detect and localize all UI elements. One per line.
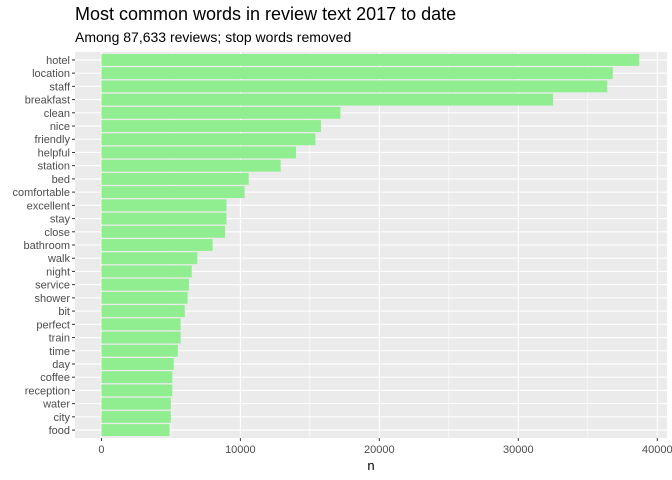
y-tick-label: walk (47, 253, 71, 265)
x-axis: 0 10000 20000 30000 40000 (98, 438, 672, 456)
bar-shower (101, 291, 188, 304)
bar-reception (101, 384, 173, 397)
bar-bathroom (101, 239, 213, 251)
bar-bed (101, 172, 249, 185)
chart-title: Most common words in review text 2017 to… (75, 4, 457, 24)
bar-nice (101, 120, 321, 132)
bar-hotel (101, 53, 640, 66)
bar-breakfast (101, 93, 554, 106)
bar-stay (101, 212, 227, 225)
bar-water (101, 397, 171, 410)
bar-night (101, 265, 192, 278)
y-tick-label: stay (50, 214, 71, 226)
x-axis-title: n (367, 458, 374, 473)
bar-location (101, 67, 613, 80)
bar-train (101, 331, 181, 344)
y-tick-label: time (49, 346, 70, 358)
y-tick-label: water (42, 399, 70, 411)
bar-day (101, 358, 174, 370)
bar-food (101, 424, 170, 437)
bar-walk (101, 252, 198, 265)
y-tick-label: reception (25, 385, 70, 397)
y-tick-label: bed (52, 174, 70, 186)
y-tick-label: helpful (38, 147, 70, 159)
y-tick-label: food (49, 425, 70, 437)
bar-helpful (101, 146, 296, 159)
y-tick-label: service (35, 280, 70, 292)
x-tick-label: 10000 (225, 444, 256, 456)
y-tick-label: coffee (40, 372, 70, 384)
chart-subtitle: Among 87,633 reviews; stop words removed (75, 29, 352, 45)
y-tick-label: city (54, 412, 71, 424)
bar-clean (101, 106, 341, 119)
y-tick-label: close (44, 227, 70, 239)
x-tick-label: 40000 (642, 444, 672, 456)
y-tick-label: comfortable (13, 187, 70, 199)
bar-comfortable (101, 186, 245, 199)
y-tick-label: staff (49, 81, 71, 93)
y-tick-label: train (49, 333, 70, 345)
bar-friendly (101, 133, 316, 146)
y-tick-label: bit (58, 306, 70, 318)
y-tick-label: clean (44, 108, 70, 120)
y-tick-label: location (32, 68, 70, 80)
bar-close (101, 225, 226, 238)
bar-time (101, 344, 178, 357)
bars (101, 53, 640, 437)
y-tick-label: nice (50, 121, 70, 133)
y-tick-label: hotel (46, 55, 70, 67)
bar-excellent (101, 199, 227, 212)
y-tick-label: friendly (35, 134, 71, 146)
y-tick-label: night (46, 266, 70, 278)
y-tick-label: excellent (27, 200, 70, 212)
y-tick-label: day (52, 359, 70, 371)
bar-coffee (101, 371, 173, 384)
bar-staff (101, 80, 608, 93)
y-tick-label: perfect (36, 319, 70, 331)
y-tick-label: station (38, 161, 70, 173)
x-tick-label: 0 (98, 444, 104, 456)
bar-station (101, 159, 281, 172)
bar-city (101, 410, 171, 423)
y-tick-label: bathroom (24, 240, 70, 252)
x-tick-label: 20000 (364, 444, 395, 456)
y-tick-label: breakfast (25, 95, 70, 107)
y-tick-label: shower (35, 293, 71, 305)
bar-service (101, 278, 189, 291)
bar-perfect (101, 318, 181, 331)
bar-bit (101, 305, 185, 318)
x-tick-label: 30000 (503, 444, 534, 456)
